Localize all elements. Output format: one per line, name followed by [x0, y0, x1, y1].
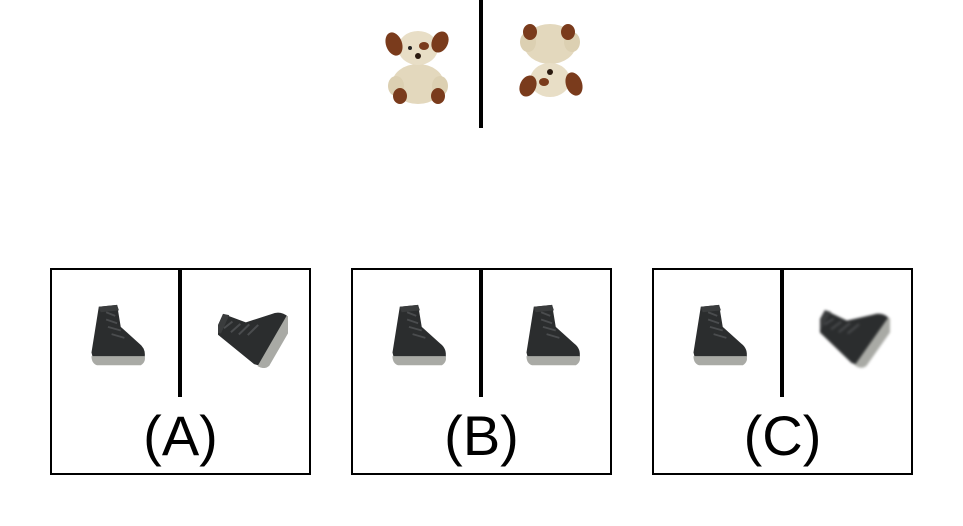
option-b[interactable]: (B) [351, 268, 612, 475]
boot-upright-image [688, 300, 752, 372]
prompt-pair [372, 0, 592, 128]
option-divider [780, 270, 784, 397]
boot-tilted-image [218, 292, 288, 368]
boot-upright-image [387, 300, 451, 372]
teddy-dog-upside-down-image [519, 24, 583, 97]
option-a[interactable]: (A) [50, 268, 311, 475]
option-divider [479, 270, 483, 397]
option-label: (C) [743, 404, 822, 467]
option-c[interactable]: (C) [652, 268, 913, 475]
boot-rotated-blurred-image [820, 292, 890, 368]
boot-mirrored-image [521, 300, 585, 372]
prompt-divider [479, 0, 483, 128]
option-divider [178, 270, 182, 397]
teddy-dog-upright-image [385, 31, 449, 104]
option-label: (A) [143, 404, 218, 467]
option-label: (B) [444, 404, 519, 467]
boot-upright-image [86, 300, 150, 372]
